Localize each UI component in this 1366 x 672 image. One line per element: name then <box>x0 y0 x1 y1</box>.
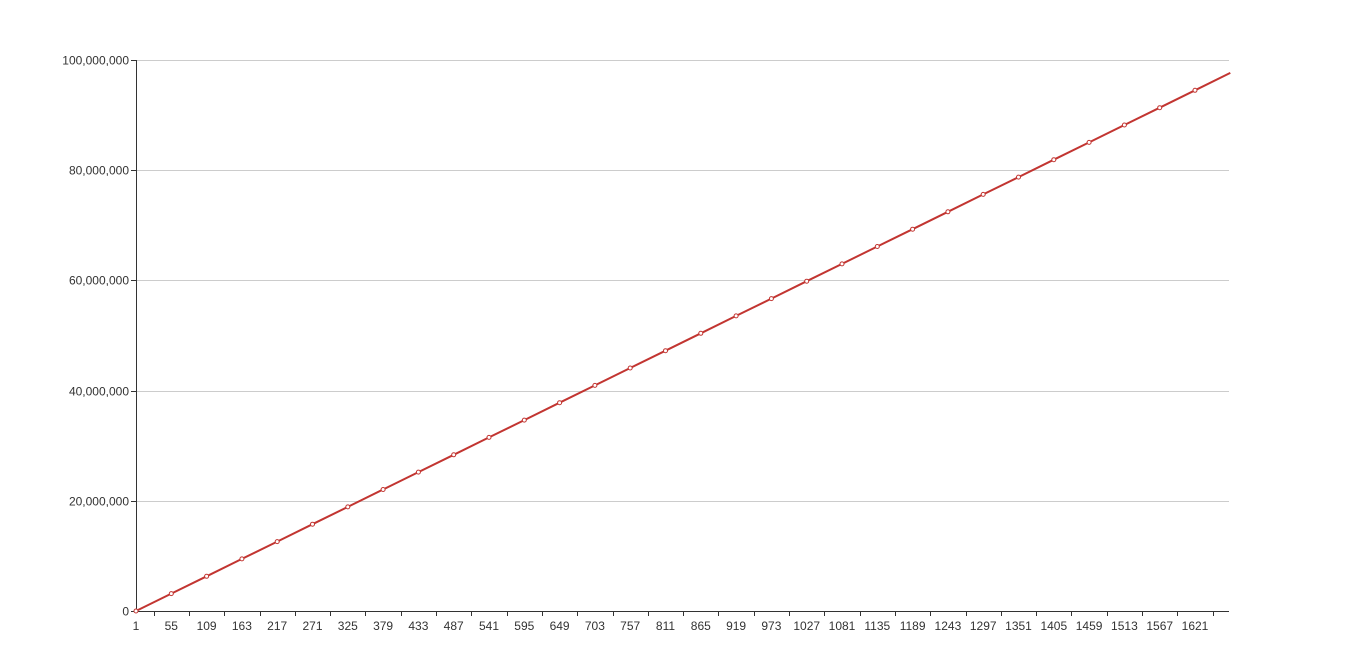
series-line <box>135 72 1231 612</box>
data-point[interactable] <box>1157 105 1163 111</box>
data-point[interactable] <box>1192 87 1198 93</box>
y-tick-label: 80,000,000 <box>69 164 129 178</box>
data-point[interactable] <box>521 417 527 423</box>
data-point[interactable] <box>1086 139 1092 145</box>
x-tick-label: 109 <box>197 619 217 633</box>
x-tick-label: 379 <box>373 619 393 633</box>
x-tick-label: 1297 <box>970 619 997 633</box>
data-point[interactable] <box>168 591 174 597</box>
data-point[interactable] <box>592 382 598 388</box>
y-tick-label: 100,000,000 <box>62 54 129 68</box>
x-tick-label: 163 <box>232 619 252 633</box>
data-point[interactable] <box>733 313 739 319</box>
data-point[interactable] <box>663 348 668 354</box>
x-tick-label: 811 <box>656 619 675 633</box>
x-tick-label: 1243 <box>935 619 962 633</box>
data-point[interactable] <box>204 573 210 579</box>
x-tick-label: 1351 <box>1005 619 1032 633</box>
x-tick-label: 1621 <box>1182 619 1209 633</box>
data-point[interactable] <box>945 209 951 215</box>
data-point[interactable] <box>380 487 386 492</box>
x-tick-label: 541 <box>479 619 499 633</box>
data-point[interactable] <box>1016 174 1021 180</box>
x-tick-label: 1189 <box>900 619 926 633</box>
x-tick-label: 487 <box>444 619 464 633</box>
x-tick-label: 757 <box>620 619 640 633</box>
x-tick-label: 325 <box>338 619 358 633</box>
x-tick-label: 217 <box>267 619 287 633</box>
x-tick-label: 433 <box>408 619 428 633</box>
x-tick-label: 271 <box>302 619 322 633</box>
data-point[interactable] <box>698 330 704 336</box>
data-point[interactable] <box>874 244 880 249</box>
data-point[interactable] <box>768 296 774 302</box>
y-tick-label: 60,000,000 <box>69 274 129 288</box>
data-point[interactable] <box>910 226 916 232</box>
data-point[interactable] <box>557 400 563 406</box>
data-point[interactable] <box>274 539 280 545</box>
data-point[interactable] <box>839 261 845 267</box>
x-tick-label: 1027 <box>793 619 820 633</box>
data-point[interactable] <box>133 608 139 614</box>
y-tick-label: 40,000,000 <box>69 385 129 399</box>
x-tick-label: 1 <box>133 619 140 633</box>
data-point[interactable] <box>486 434 492 440</box>
x-tick-label: 1135 <box>864 619 890 633</box>
x-tick-label: 1405 <box>1040 619 1067 633</box>
x-tick-label: 595 <box>514 619 534 633</box>
data-point[interactable] <box>627 365 633 371</box>
gridlines <box>136 60 1229 502</box>
y-tick-label: 20,000,000 <box>69 495 129 509</box>
x-tick-label: 55 <box>165 619 179 633</box>
x-tick-label: 1567 <box>1146 619 1173 633</box>
x-tick-label: 973 <box>761 619 781 633</box>
x-tick-label: 1513 <box>1111 619 1138 633</box>
data-point[interactable] <box>980 191 986 197</box>
axes: 0 20,000,000 40,000,000 60,000,000 80,000,00… <box>62 54 1229 633</box>
x-tick-label: 703 <box>585 619 605 633</box>
data-point[interactable] <box>345 504 351 510</box>
data-point[interactable] <box>310 521 315 527</box>
data-point[interactable] <box>451 452 457 458</box>
data-point[interactable] <box>415 469 421 475</box>
y-tick-label: 0 <box>122 605 129 619</box>
x-tick-label: 919 <box>726 619 746 633</box>
x-tick-label: 649 <box>550 619 570 633</box>
data-point[interactable] <box>1121 122 1127 128</box>
data-point[interactable] <box>1051 157 1057 163</box>
x-tick-label: 1081 <box>829 619 856 633</box>
x-tick-label: 1459 <box>1076 619 1103 633</box>
data-point[interactable] <box>804 278 810 284</box>
data-point[interactable] <box>239 556 245 562</box>
x-tick-label: 865 <box>691 619 711 633</box>
series <box>133 72 1231 614</box>
